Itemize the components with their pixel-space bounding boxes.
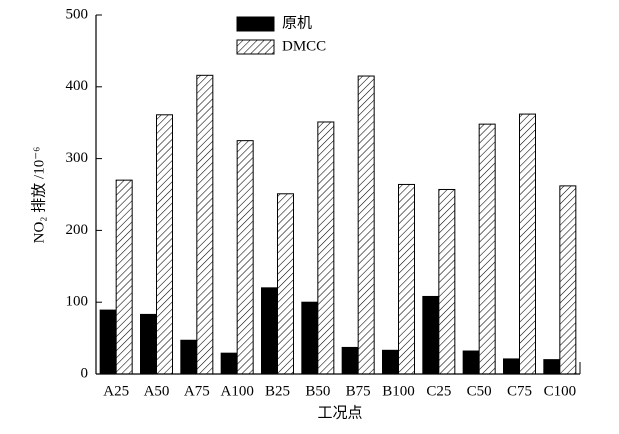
bar <box>357 75 375 375</box>
bar <box>220 352 238 375</box>
x-tick-label: A100 <box>220 383 253 399</box>
bar <box>422 295 440 375</box>
legend-swatch <box>236 16 275 32</box>
legend-label: DMCC <box>282 38 326 54</box>
bar <box>462 350 480 375</box>
x-tick-label: C50 <box>467 383 492 399</box>
bar <box>156 114 173 375</box>
x-tick-label: C25 <box>426 383 451 399</box>
y-tick-label: 0 <box>81 365 89 381</box>
y-tick-label: 100 <box>66 294 89 310</box>
bar <box>519 113 536 375</box>
x-tick-label: C75 <box>507 383 532 399</box>
bar <box>341 346 359 375</box>
bar <box>398 183 415 375</box>
bar <box>115 179 133 375</box>
x-tick-label: B75 <box>346 383 371 399</box>
y-tick-label: 400 <box>66 78 89 94</box>
bar <box>559 185 577 375</box>
bar <box>277 193 294 375</box>
y-tick-label: 300 <box>66 150 89 166</box>
bar <box>503 358 520 375</box>
bar <box>438 188 456 375</box>
x-tick-label: A50 <box>144 383 170 399</box>
y-tick-label: 200 <box>66 222 89 238</box>
x-axis-label: 工况点 <box>317 404 362 421</box>
x-tick-label: B50 <box>305 383 330 399</box>
x-tick-label: B100 <box>382 383 415 399</box>
bar <box>382 349 399 375</box>
y-tick-label: 500 <box>66 6 89 22</box>
bar <box>180 339 198 375</box>
bar <box>99 309 117 375</box>
legend-swatch <box>236 39 275 55</box>
bar <box>196 74 214 375</box>
bar <box>261 287 278 375</box>
bar <box>236 140 254 375</box>
bar <box>140 313 157 375</box>
y-axis-label: NO₂ 排放 /10⁻⁶ <box>30 147 47 244</box>
x-tick-label: C100 <box>544 383 577 399</box>
x-tick-label: A25 <box>103 383 129 399</box>
x-tick-label: B25 <box>265 383 290 399</box>
bar <box>478 123 496 375</box>
bar <box>317 121 335 375</box>
bar <box>301 301 319 375</box>
bar <box>543 359 561 375</box>
legend-label: 原机 <box>282 14 312 31</box>
x-tick-label: A75 <box>184 383 210 399</box>
